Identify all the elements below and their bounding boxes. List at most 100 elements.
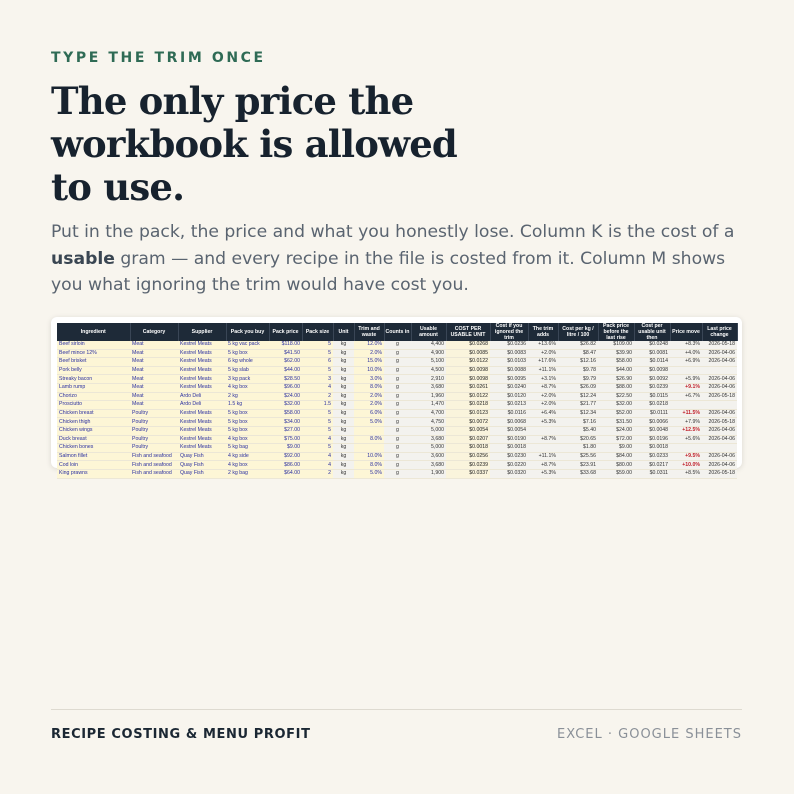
cell: $44.00: [598, 366, 634, 376]
cell: 5: [302, 341, 333, 350]
column-header: Unit: [333, 323, 355, 341]
cell: 8.0%: [354, 435, 384, 445]
table-row: Prosciutto Meat Ardo Deli 1.5 kg $32.00 1.5 kg…: [57, 400, 737, 410]
cell: [528, 443, 558, 453]
cell: 3,600: [411, 452, 446, 462]
cell: +9.1%: [670, 383, 702, 393]
cell: 5: [302, 349, 333, 359]
cell: kg: [333, 366, 354, 376]
cell: +10.0%: [670, 460, 702, 470]
cell: 4,700: [411, 409, 446, 419]
spreadsheet: Ingredient Category Supplier Pack you buy Pa…: [57, 323, 738, 479]
cell: kg: [333, 435, 354, 445]
cell: 4 kg side: [226, 452, 269, 462]
cell: kg: [333, 417, 354, 427]
cell: 4: [302, 460, 333, 470]
cell: 5 kg vac pack: [226, 341, 269, 350]
cell: 1.5 kg: [226, 400, 269, 410]
cell: 8.0%: [354, 383, 384, 393]
cell: $33.68: [558, 469, 598, 479]
headline-line: The only price the: [51, 79, 414, 123]
cell: 2026-05-18: [702, 469, 737, 479]
cell: 2026-04-06: [702, 349, 737, 359]
cell: $52.00: [598, 409, 634, 419]
cell: $27.00: [269, 426, 302, 436]
cell: g: [384, 374, 411, 384]
body-emphasis: usable: [51, 248, 115, 269]
column-header: Pack price before the last rise: [598, 323, 635, 341]
cell: $0.0320: [490, 469, 528, 479]
cell: $12.24: [558, 392, 598, 402]
table-row: Salmon fillet Fish and seafood Quay Fish 4 …: [57, 452, 737, 462]
cell: 3: [302, 374, 333, 384]
cell: Quay Fish: [178, 452, 226, 462]
cell: 4 kg box: [226, 435, 269, 445]
cell: $28.50: [269, 374, 302, 384]
cell: Kestrel Meats: [178, 341, 226, 350]
cell: $88.00: [598, 383, 634, 393]
cell: Kestrel Meats: [178, 357, 226, 367]
cell: g: [384, 452, 411, 462]
cell: Lamb rump: [57, 383, 130, 393]
table-row: Streaky bacon Meat Kestrel Meats 3 kg pack $…: [57, 374, 737, 384]
cell: $0.0054: [490, 426, 528, 436]
cell: 4: [302, 435, 333, 445]
cell: Cod loin: [57, 460, 130, 470]
cell: 10.0%: [354, 366, 384, 376]
cell: kg: [333, 349, 354, 359]
cell: 5: [302, 409, 333, 419]
cell: $0.0256: [446, 452, 490, 462]
cell: $109.00: [598, 341, 634, 350]
cell: Chorizo: [57, 392, 130, 402]
cell: [702, 366, 737, 376]
cell: $25.56: [558, 452, 598, 462]
column-header: Pack price: [269, 323, 303, 341]
cell: +13.6%: [528, 341, 558, 350]
cell: $39.90: [598, 349, 634, 359]
cell: 1.5: [302, 400, 333, 410]
cell: +8.3%: [670, 341, 702, 350]
cell: $0.0095: [490, 374, 528, 384]
cell: $23.91: [558, 460, 598, 470]
divider: [51, 709, 742, 710]
cell: +5.3%: [528, 469, 558, 479]
cell: $32.00: [269, 400, 302, 410]
cell: 1,960: [411, 392, 446, 402]
cell: Beef mince 12%: [57, 349, 130, 359]
cell: Meat: [130, 366, 178, 376]
cell: +8.5%: [670, 469, 702, 479]
cell: $75.00: [269, 435, 302, 445]
cell: +4.0%: [670, 349, 702, 359]
cell: 5,000: [411, 443, 446, 453]
cell: [528, 426, 558, 436]
table-row: Chicken thigh Poultry Kestrel Meats 5 kg bo…: [57, 417, 737, 427]
cell: Kestrel Meats: [178, 409, 226, 419]
table-row: Chorizo Meat Ardo Deli 2 kg $24.00 2 kg 2.0% g 1,…: [57, 392, 737, 402]
cell: kg: [333, 374, 354, 384]
cell: [670, 400, 702, 410]
cell: $0.0048: [634, 426, 670, 436]
cell: $118.00: [269, 341, 302, 350]
table-row: Chicken bones Poultry Kestrel Meats 5 kg ba…: [57, 443, 737, 453]
cell: 12.0%: [354, 341, 384, 350]
cell: $26.90: [598, 374, 634, 384]
cell: 4,500: [411, 366, 446, 376]
column-header: Ingredient: [57, 323, 131, 341]
body-text: Put in the pack, the price and what you …: [51, 219, 751, 299]
cell: 5 kg box: [226, 426, 269, 436]
cell: g: [384, 426, 411, 436]
body-part: Put in the pack, the price and what you …: [51, 222, 735, 242]
cell: [354, 443, 384, 453]
column-header: Pack you buy: [226, 323, 270, 341]
cell: 1,900: [411, 469, 446, 479]
cell: $32.00: [598, 400, 634, 410]
cell: $0.0115: [634, 392, 670, 402]
cell: King prawns: [57, 469, 130, 479]
cell: Prosciutto: [57, 400, 130, 410]
cell: 1,470: [411, 400, 446, 410]
cell: $0.0088: [490, 366, 528, 376]
cell: [702, 443, 737, 453]
cell: g: [384, 366, 411, 376]
cell: $0.0268: [446, 341, 490, 350]
